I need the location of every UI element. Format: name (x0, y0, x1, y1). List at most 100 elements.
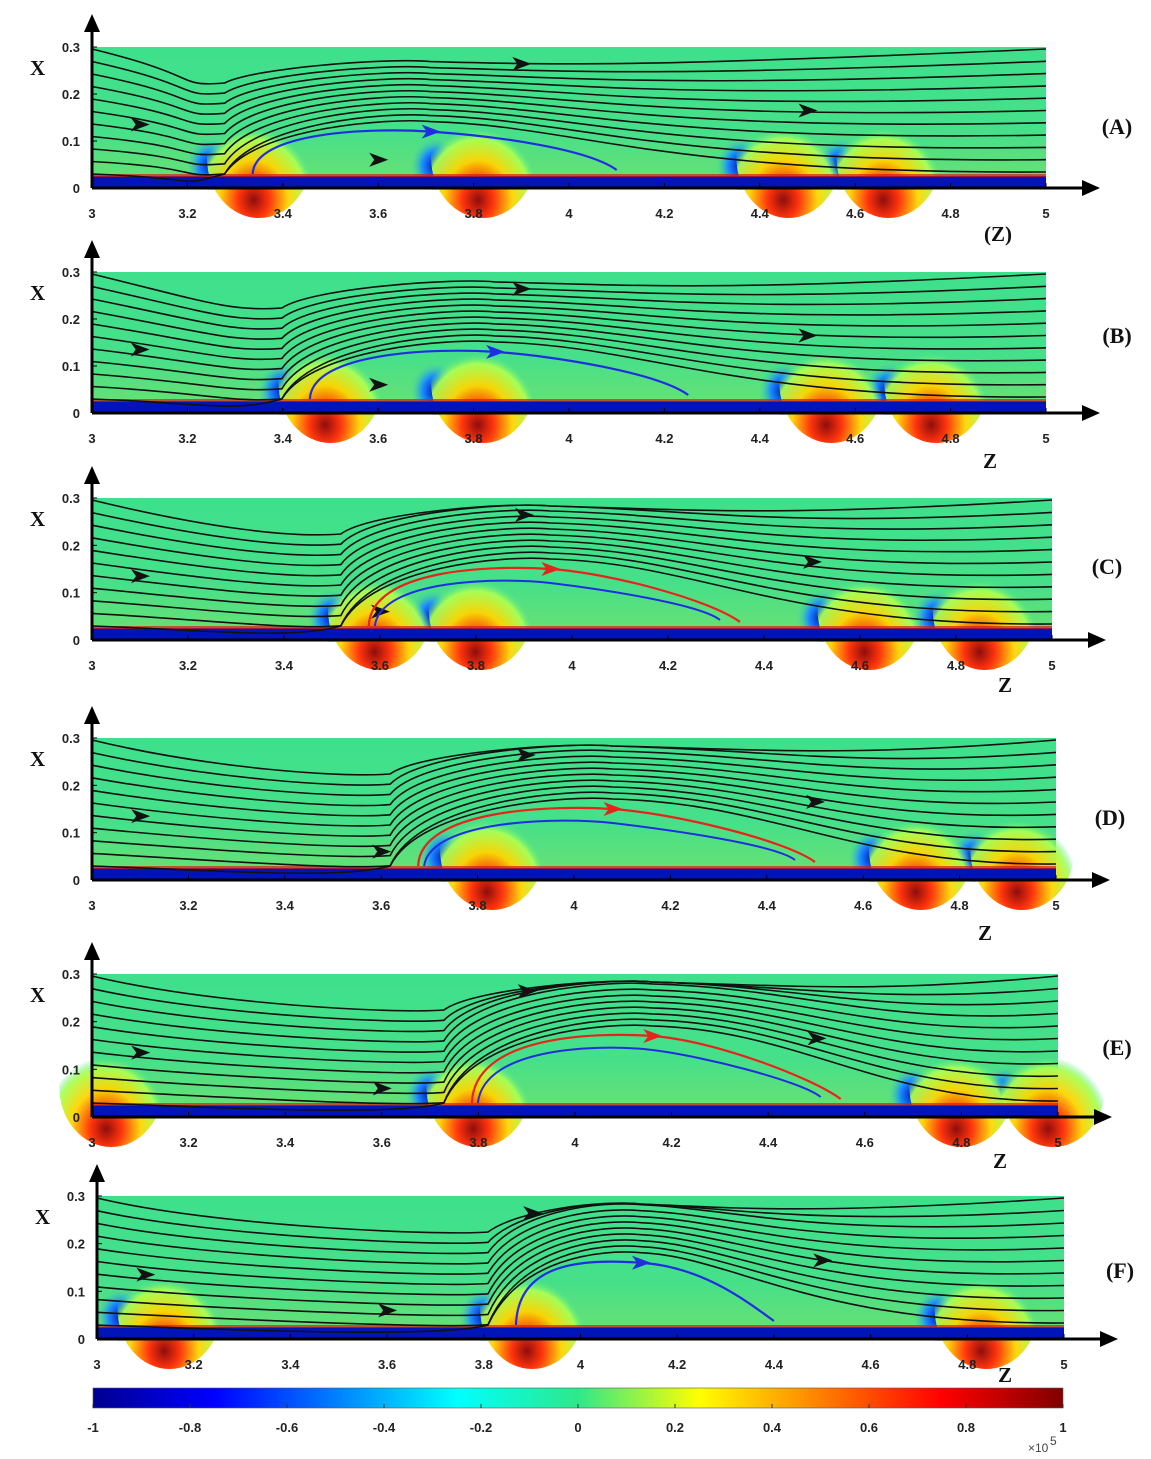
x-tick-label: 4.8 (947, 658, 965, 673)
x-tick-label: 4.6 (854, 898, 872, 913)
panel-label: (C) (1092, 554, 1123, 579)
streamline (91, 89, 1047, 136)
flow-arrow (131, 569, 150, 584)
hot-region (736, 98, 841, 218)
flow-arrow (807, 1031, 827, 1046)
streamline (91, 744, 1057, 786)
colorbar-tick-label: 0.6 (860, 1420, 878, 1435)
y-tick-label: 0.3 (62, 731, 80, 746)
y-tick-label: 0.3 (67, 1189, 85, 1204)
x-tick-label: 3 (88, 1135, 95, 1150)
x-tick-label: 5 (1048, 658, 1055, 673)
streamline (91, 797, 1057, 875)
flow-arrow (803, 554, 822, 569)
streamline (91, 71, 1047, 105)
flow-arrow (516, 748, 536, 763)
y-tick-label: 0.2 (62, 87, 80, 102)
x-tick-label: 5 (1042, 206, 1049, 221)
streamline (91, 755, 1057, 807)
streamline (91, 509, 1053, 557)
streamline (91, 539, 1053, 608)
panel-label: (F) (1106, 1258, 1134, 1283)
x-tick-label: 3 (88, 898, 95, 913)
x-tick-label: 4 (577, 1357, 585, 1372)
y-axis-label: X (30, 281, 45, 305)
streamlines (91, 48, 1047, 182)
panel-f: 3 3.2 3.4 3.6 3.8 4 4.2 4.4 4.6 4.8 5 0 0.1 0.2 0.3 X Z (… (35, 1164, 1134, 1387)
streamline (91, 95, 1047, 146)
streamline (91, 994, 1059, 1064)
flow-arrow (523, 1206, 543, 1221)
x-tick-label: 3.6 (371, 658, 389, 673)
x-tick-label: 3.2 (179, 658, 197, 673)
boundary-layer (92, 628, 1052, 640)
boundary-layer-edge (92, 1103, 1058, 1106)
panel-label: (A) (1102, 114, 1133, 139)
streamline (96, 1251, 1065, 1333)
flow-arrow (512, 281, 532, 296)
y-tick-label: 0.2 (62, 778, 80, 793)
x-axis-arrow (1082, 405, 1100, 421)
colorbar-tick-label: 0.8 (957, 1420, 975, 1435)
flow-arrow (378, 1303, 398, 1318)
colorbar-tick-label: 1 (1059, 1420, 1066, 1435)
y-tick-label: 0.1 (62, 1062, 80, 1077)
streamlines (96, 1197, 1065, 1333)
streamline (96, 1215, 1065, 1275)
flow-arrow (130, 342, 150, 357)
axes (95, 1174, 1109, 1341)
flow-arrow (131, 809, 151, 824)
streamlines (91, 739, 1057, 875)
streamline (91, 273, 1047, 310)
y-tick-label: 0.1 (62, 134, 80, 149)
streamline (91, 334, 1047, 401)
x-tick-label: 4.8 (942, 206, 960, 221)
axes (90, 716, 1101, 882)
y-tick-label: 0 (73, 873, 80, 888)
streamline (96, 1203, 1065, 1255)
streamline (91, 292, 1047, 330)
recirculation-streamline (423, 819, 796, 867)
x-tick-label: 3 (93, 1357, 100, 1372)
x-tick-label: 4.6 (856, 1135, 874, 1150)
y-tick-label: 0.1 (62, 359, 80, 374)
x-tick-label: 3.4 (274, 431, 293, 446)
streamline (91, 120, 1047, 182)
y-tick-label: 0.3 (62, 265, 80, 280)
boundary-layer-edge (97, 1325, 1064, 1328)
x-tick-label: 3.2 (178, 206, 196, 221)
axes (90, 952, 1103, 1119)
streamline (91, 1012, 1059, 1095)
y-tick-label: 0.3 (62, 40, 80, 55)
streamline (91, 304, 1047, 351)
streamline (91, 77, 1047, 115)
x-tick-label: 4 (571, 1135, 579, 1150)
boundary-layer-edge (92, 866, 1056, 869)
x-tick-label: 4.2 (659, 658, 677, 673)
x-tick-label: 4.6 (846, 431, 864, 446)
streamline (91, 114, 1047, 176)
y-tick-label: 0.1 (62, 826, 80, 841)
colorbar-exponent: ×10 (1028, 1441, 1049, 1455)
x-axis-arrow (1082, 180, 1100, 196)
boundary-layer-edge (92, 626, 1052, 629)
x-tick-label: 4.4 (751, 206, 770, 221)
boundary-layer (92, 176, 1046, 188)
streamline (96, 1245, 1065, 1327)
x-axis-label: Z (978, 921, 992, 945)
hot-region (59, 1027, 164, 1147)
streamlines (91, 499, 1053, 635)
panel-b: 3 3.2 3.4 3.6 3.8 4 4.2 4.4 4.6 4.8 5 0 0.1 0.2 0.3 X Z (… (30, 240, 1132, 473)
y-tick-label: 0.3 (62, 967, 80, 982)
streamline (96, 1221, 1065, 1286)
y-axis-arrow (84, 14, 100, 32)
x-axis-arrow (1088, 632, 1106, 648)
y-tick-label: 0.1 (67, 1284, 85, 1299)
streamline (91, 83, 1047, 126)
x-tick-label: 3.4 (276, 898, 295, 913)
x-tick-label: 4.8 (952, 1135, 970, 1150)
hot-region (1001, 1027, 1106, 1147)
x-tick-label: 4 (565, 431, 573, 446)
streamline (91, 988, 1059, 1053)
flow-arrow (131, 1045, 151, 1060)
